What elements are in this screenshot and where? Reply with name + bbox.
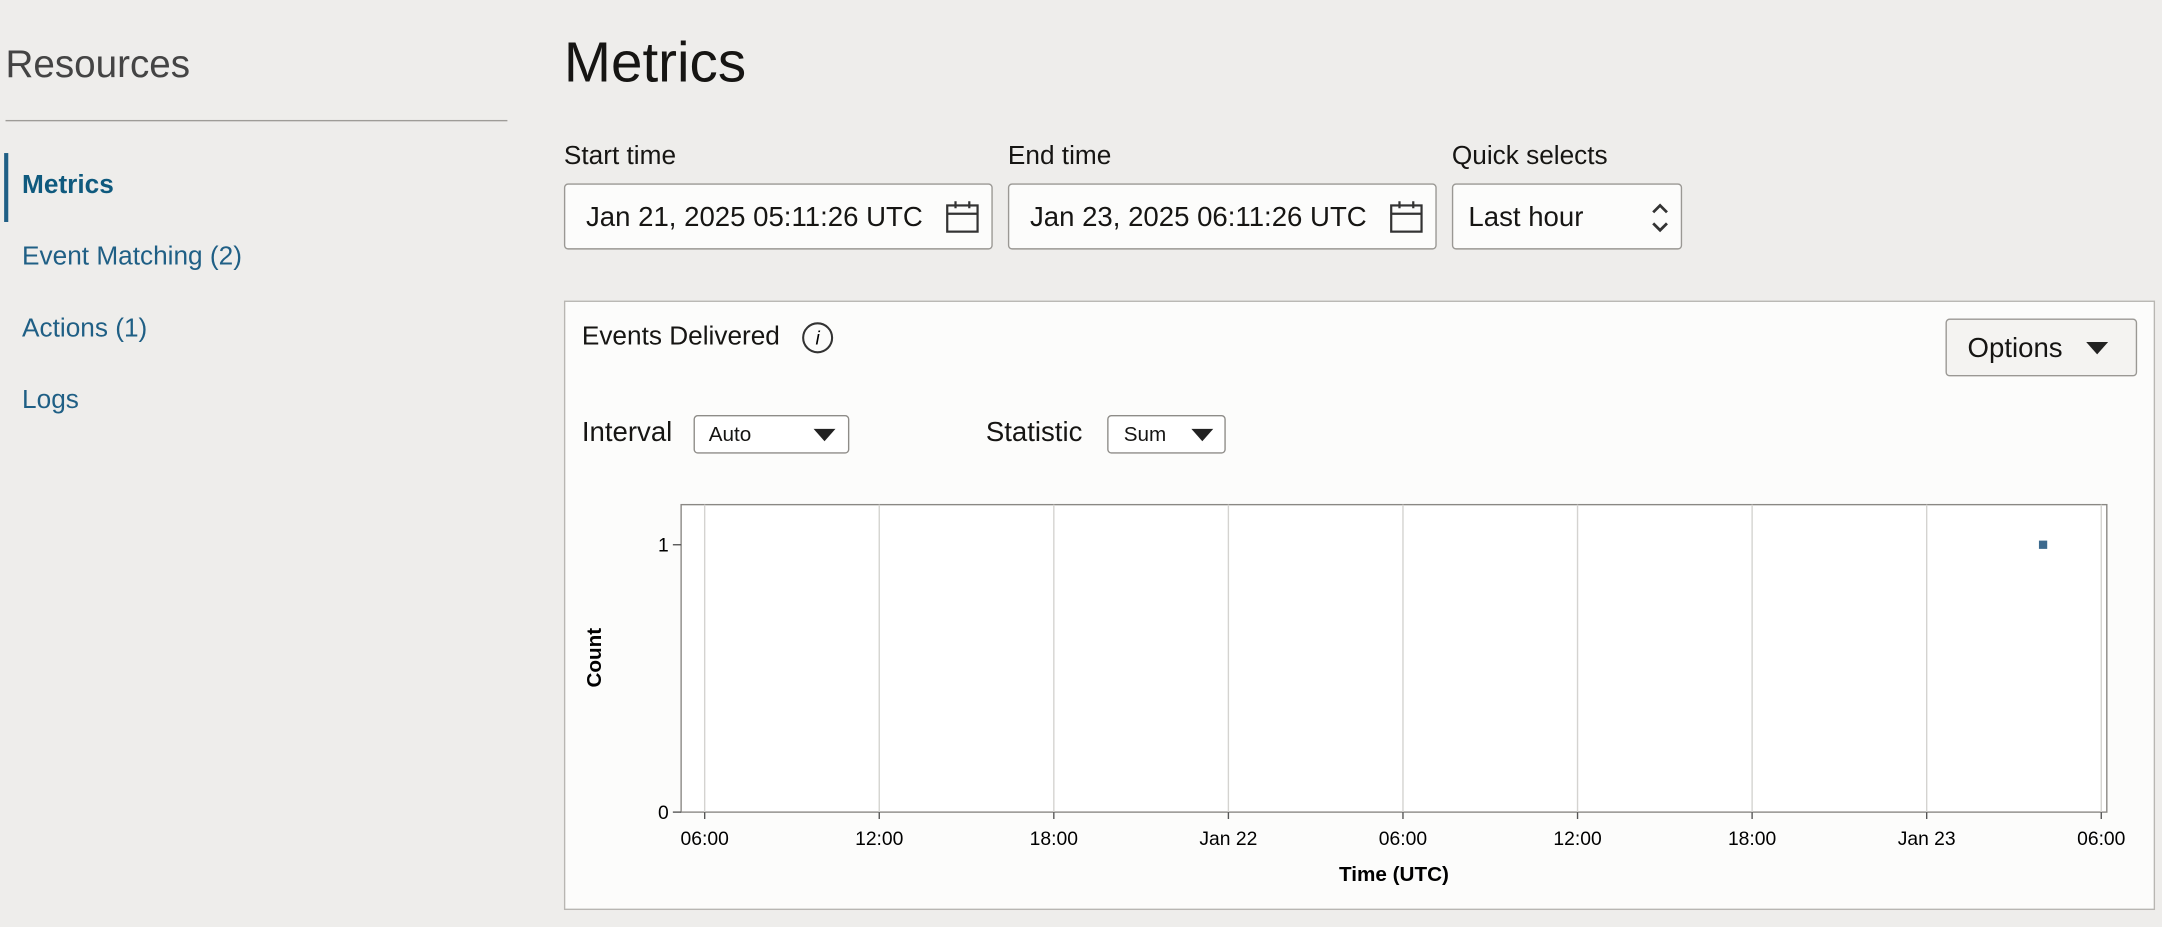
quick-select[interactable]: Last hour xyxy=(1451,183,1683,250)
nav-item[interactable]: Event Matching (2) xyxy=(22,242,242,272)
field-label: Start time xyxy=(563,142,677,171)
calendar-icon[interactable] xyxy=(1388,200,1424,236)
active-indicator xyxy=(4,153,9,222)
plot-area xyxy=(680,503,2108,813)
field-label: Quick selects xyxy=(1451,142,1608,171)
options-button[interactable]: Options xyxy=(1945,318,2138,377)
x-tick-label: 18:00 xyxy=(1030,829,1078,850)
data-point xyxy=(2038,540,2048,549)
field-label: End time xyxy=(1007,142,1112,171)
svg-text:i: i xyxy=(815,329,820,350)
interval-select[interactable]: Auto xyxy=(693,415,850,454)
panel-title: Events Delivered xyxy=(581,322,780,352)
info-icon[interactable]: i xyxy=(801,321,834,354)
caret xyxy=(1191,428,1214,442)
caret xyxy=(2086,341,2109,355)
nav-item[interactable]: Actions (1) xyxy=(22,314,148,344)
nav-item[interactable]: Logs xyxy=(22,386,79,416)
statistic-select[interactable]: Sum xyxy=(1107,415,1226,454)
nav-item[interactable]: Metrics xyxy=(22,170,114,200)
y-axis-label: Count xyxy=(583,628,606,688)
input-value: Jan 23, 2025 06:11:26 UTC xyxy=(1029,202,1367,234)
x-tick-label: 18:00 xyxy=(1728,829,1776,850)
end-input[interactable]: Jan 23, 2025 06:11:26 UTC xyxy=(1007,183,1437,250)
x-tick-label: 06:00 xyxy=(681,829,729,850)
caret xyxy=(813,428,836,442)
x-axis-label: Time (UTC) xyxy=(1339,863,1449,886)
y-tick-label: 1 xyxy=(658,536,669,557)
sidebar-title: Resources xyxy=(5,42,191,86)
select-value: Sum xyxy=(1123,423,1167,447)
start-input[interactable]: Jan 21, 2025 05:11:26 UTC xyxy=(563,183,993,250)
control-label: Interval xyxy=(581,417,673,449)
x-tick-label: 12:00 xyxy=(1553,829,1601,850)
x-tick-label: 06:00 xyxy=(2077,829,2125,850)
x-tick-label: 12:00 xyxy=(855,829,903,850)
x-tick-label: 06:00 xyxy=(1379,829,1427,850)
input-value: Last hour xyxy=(1468,202,1584,234)
page-title: Metrics xyxy=(563,30,747,94)
spinner-icon xyxy=(1652,203,1668,233)
x-tick-label: Jan 23 xyxy=(1898,829,1956,850)
button-label: Options xyxy=(1967,333,2063,365)
y-tick-label: 0 xyxy=(658,803,669,824)
calendar-icon[interactable] xyxy=(944,200,980,236)
x-tick-label: Jan 22 xyxy=(1199,829,1257,850)
divider xyxy=(5,119,508,122)
control-label: Statistic xyxy=(985,417,1083,449)
input-value: Jan 21, 2025 05:11:26 UTC xyxy=(585,202,923,234)
select-value: Auto xyxy=(708,423,752,447)
